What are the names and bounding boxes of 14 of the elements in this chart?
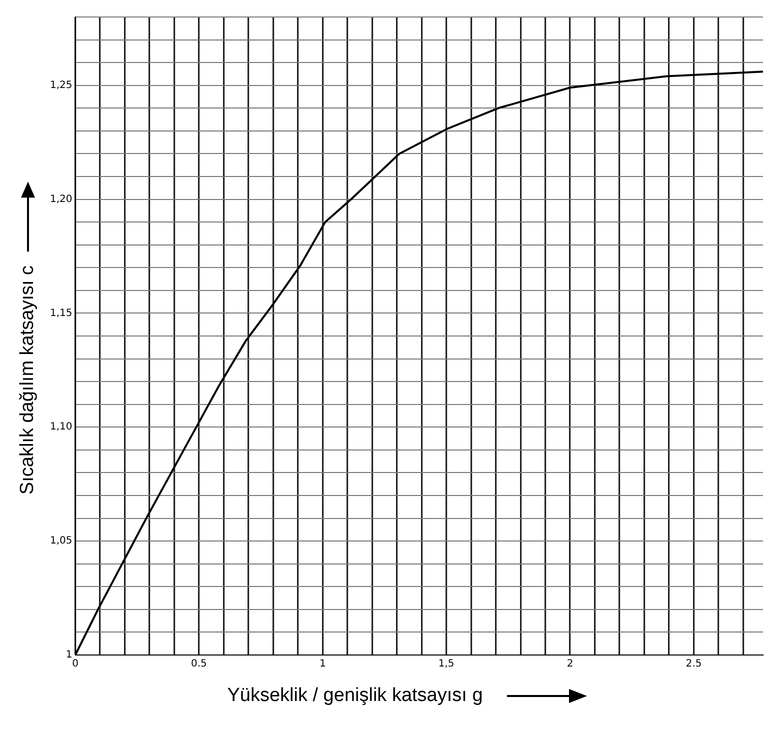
x-tick-label: 0 — [72, 658, 78, 670]
y-tick-label: 1,10 — [50, 422, 72, 433]
y-tick-label: 1 — [66, 650, 72, 661]
x-tick-label: 1,5 — [438, 658, 454, 670]
y-tick-label: 1,15 — [50, 308, 72, 319]
x-tick-label: 0.5 — [191, 658, 207, 670]
x-tick-label: 1 — [319, 658, 326, 670]
x-axis-title: Yükseklik / genişlik katsayısı g — [227, 685, 483, 707]
y-tick-label: 1,25 — [50, 80, 72, 91]
x-tick-label: 2 — [566, 658, 574, 670]
y-tick-label: 1,05 — [50, 536, 72, 547]
y-tick-label: 1,20 — [50, 194, 72, 205]
y-axis-title: Sıcaklık dağılım katsayısı c — [17, 265, 39, 495]
x-tick-label: 2.5 — [686, 658, 702, 670]
